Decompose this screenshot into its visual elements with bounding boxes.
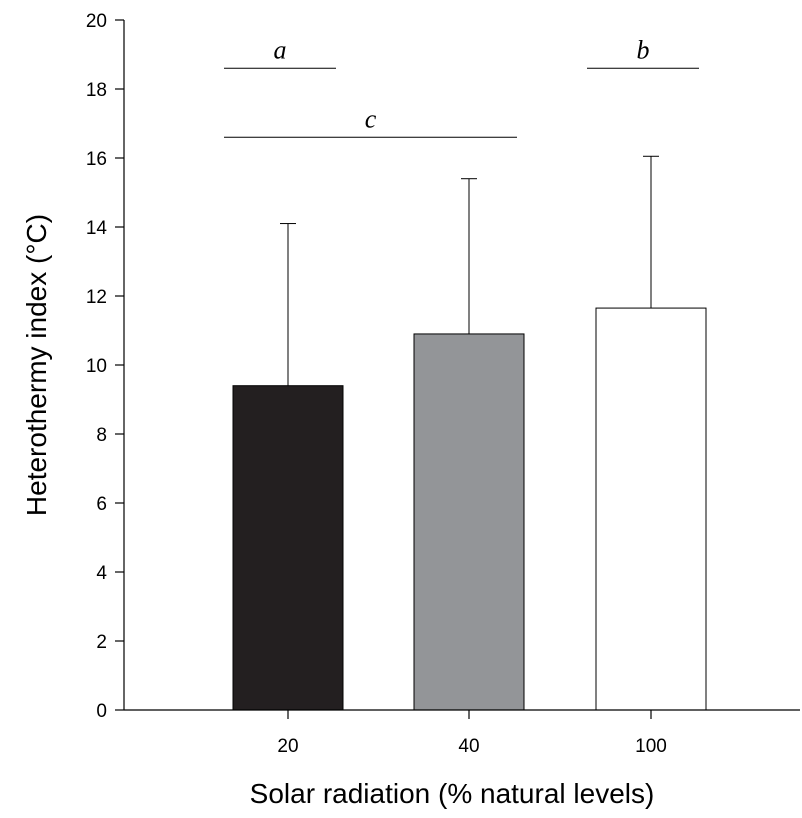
y-tick-label: 2 — [96, 632, 107, 653]
y-tick-label: 16 — [86, 149, 107, 170]
y-tick-label: 12 — [86, 287, 107, 308]
x-axis-ticks: 20 40 100 — [277, 710, 667, 757]
significance-annotations: a b c — [224, 35, 699, 138]
y-tick-label: 4 — [96, 563, 107, 584]
y-tick-label: 18 — [86, 80, 107, 101]
y-tick-label: 14 — [86, 218, 108, 239]
bar — [595, 307, 707, 711]
significance-label: b — [637, 35, 650, 64]
y-axis-title: Heterothermy index (°C) — [21, 214, 52, 516]
y-tick-label: 8 — [96, 425, 107, 446]
y-tick-label: 20 — [86, 11, 107, 32]
bar — [413, 333, 525, 711]
error-bars — [280, 155, 659, 386]
y-tick-label: 10 — [86, 356, 107, 377]
x-axis-title: Solar radiation (% natural levels) — [250, 778, 655, 809]
significance-label: c — [365, 104, 377, 133]
significance-label: a — [274, 35, 287, 64]
bars — [232, 307, 707, 711]
y-tick-label: 0 — [96, 701, 107, 722]
x-tick-label: 100 — [635, 736, 667, 757]
y-axis-ticks: 0 2 4 6 8 10 12 14 16 18 20 — [86, 11, 124, 722]
bar — [232, 385, 344, 711]
x-tick-label: 20 — [277, 736, 298, 757]
y-tick-label: 6 — [96, 494, 107, 515]
x-tick-label: 40 — [458, 736, 479, 757]
